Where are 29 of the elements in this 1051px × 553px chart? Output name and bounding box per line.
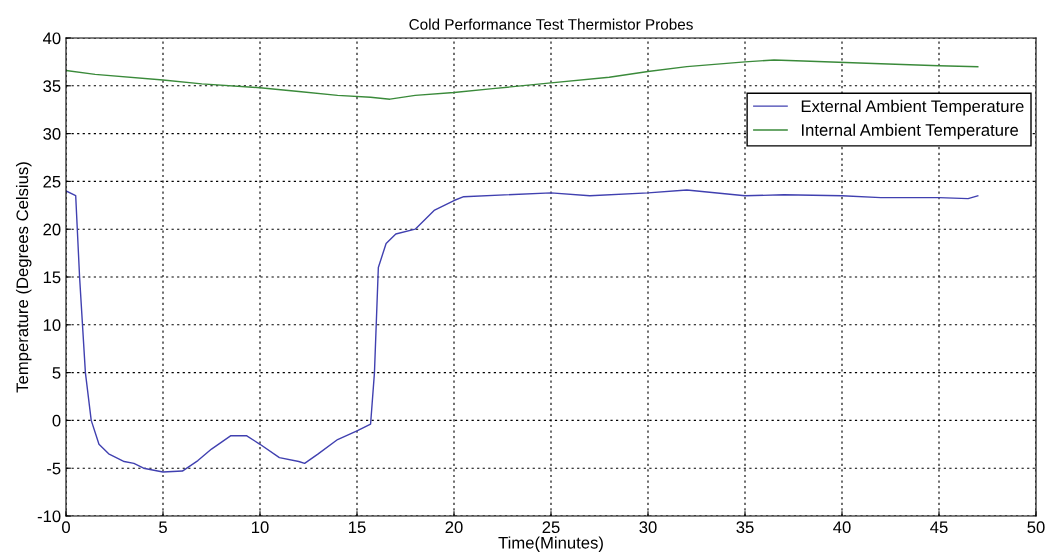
y-tick-label: 0 — [52, 414, 61, 427]
y-tick-label: 10 — [43, 319, 61, 331]
y-tick-label: 35 — [43, 80, 61, 92]
y-tick-label: -5 — [47, 462, 61, 475]
legend-label: External Ambient Temperature — [801, 99, 1024, 116]
y-tick-label: -10 — [37, 510, 61, 523]
x-tick-label: 5 — [159, 521, 167, 534]
x-tick-label: 0 — [62, 521, 70, 534]
x-tick-label: 30 — [639, 521, 657, 534]
y-tick-label: 30 — [43, 128, 61, 140]
x-tick-label: 35 — [736, 521, 754, 534]
x-tick-label: 15 — [349, 521, 366, 534]
x-tick-label: 50 — [1027, 521, 1045, 534]
x-tick-label: 45 — [930, 521, 948, 534]
y-tick-label: 20 — [43, 223, 61, 236]
x-tick-label: 20 — [445, 521, 463, 534]
y-tick-label: 40 — [42, 32, 61, 45]
y-tick-label: 25 — [43, 175, 61, 188]
y-axis-title: Temperature (Degrees Celsius) — [15, 162, 32, 393]
line-series — [66, 59, 979, 100]
x-tick-label: 25 — [542, 521, 560, 534]
chart-title: Cold Performance Test Thermistor Probes — [409, 18, 693, 30]
x-tick-label: 10 — [252, 521, 269, 534]
x-axis-title: Time(Minutes) — [498, 536, 603, 552]
line-series — [66, 189, 979, 473]
x-tick-label: 40 — [833, 521, 851, 534]
y-tick-label: 5 — [52, 367, 61, 379]
y-tick-label: 15 — [43, 271, 61, 284]
legend-label: Internal Ambient Temperature — [802, 123, 1019, 140]
